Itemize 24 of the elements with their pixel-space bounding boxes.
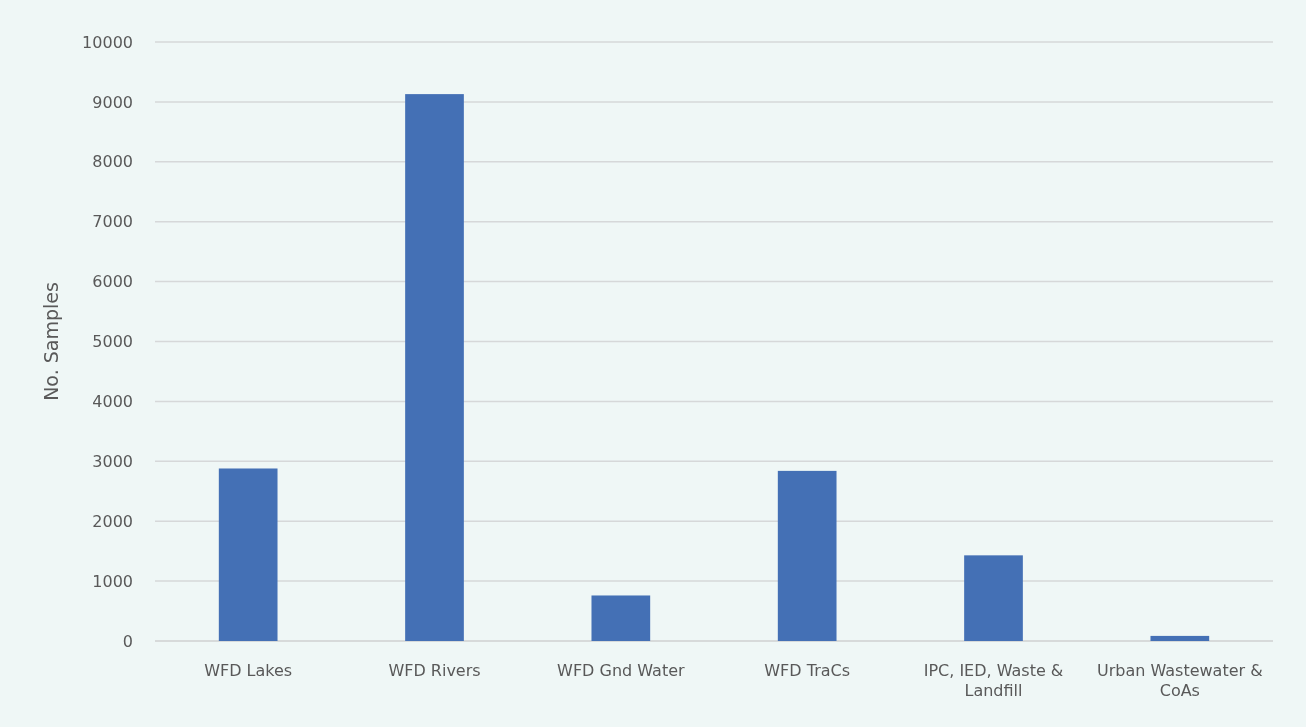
- y-tick-label: 4000: [92, 392, 133, 411]
- y-tick-label: 1000: [92, 571, 133, 591]
- bar: [964, 555, 1023, 641]
- y-tick-label: 3000: [92, 451, 133, 471]
- y-tick-label: 0: [122, 631, 133, 651]
- y-tick-label: 9000: [92, 92, 133, 112]
- y-axis-title: No. Samples: [40, 282, 62, 401]
- y-tick-label: 6000: [92, 272, 133, 292]
- bar: [1150, 635, 1210, 641]
- x-tick-label: WFD TraCs: [764, 661, 851, 680]
- x-tick-label: WFD Lakes: [204, 661, 293, 680]
- y-tick-label: 10000: [82, 32, 133, 52]
- bar: [218, 468, 278, 641]
- x-tick-label: IPC, IED, Waste & Landfill: [923, 661, 1064, 700]
- x-tick-label: WFD Gnd Water: [557, 661, 686, 680]
- bar: [777, 470, 837, 641]
- y-tick-label: 8000: [92, 152, 133, 172]
- x-tick-label: WFD Rivers: [388, 661, 481, 680]
- x-tick-label: Urban Wastewater & CoAs: [1096, 661, 1263, 700]
- y-tick-label: 5000: [92, 332, 133, 352]
- y-tick-label: 2000: [92, 511, 133, 531]
- y-tick-label: 7000: [92, 212, 133, 232]
- bar: [591, 595, 651, 641]
- bar: [405, 94, 464, 641]
